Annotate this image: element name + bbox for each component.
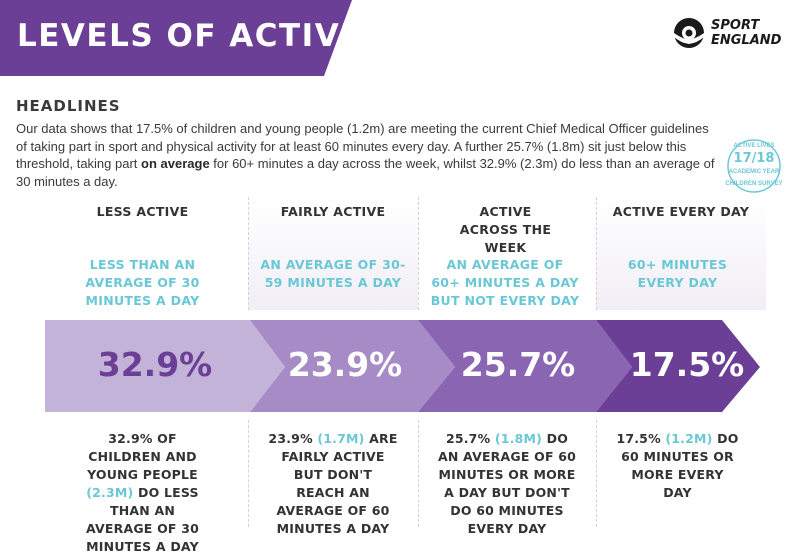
- intro-text-2: for 60+ minutes a day across the week, w…: [16, 156, 715, 189]
- badge-bottom-text: CHILDREN SURVEY: [725, 181, 783, 187]
- percent-fairly-active: 23.9%: [287, 345, 403, 384]
- level-detail-3: 25.7% (1.8M) DO AN AVERAGE OF 60 MINUTES…: [437, 430, 577, 538]
- level-heading-1: LESS ACTIVE: [96, 204, 189, 219]
- detail-4-text-b: DO 60 MINUTES OR MORE EVERY DAY: [621, 431, 739, 500]
- detail-4-highlight: (1.2M): [665, 431, 713, 446]
- divider-bottom-1: [248, 420, 249, 527]
- level-definition-3: AN AVERAGE OF 60+ MINUTES A DAY BUT NOT …: [430, 257, 580, 308]
- divider-2: [418, 197, 419, 310]
- detail-3-text-a: 25.7%: [445, 431, 495, 446]
- logo-line-1: SPORT: [711, 18, 760, 33]
- divider-bottom-2: [418, 420, 419, 527]
- arrow-segment-fairly-active: [250, 320, 455, 412]
- badge-academic-text: ACADEMIC YEAR: [728, 169, 780, 175]
- page-title: LEVELS OF ACTIVITY: [17, 18, 400, 54]
- level-heading-4: ACTIVE EVERY DAY: [612, 204, 750, 219]
- badge-ring-icon: [727, 139, 781, 193]
- detail-2-text-b: ARE FAIRLY ACTIVE BUT DON'T REACH AN AVE…: [276, 431, 398, 536]
- divider-1: [248, 197, 249, 310]
- title-banner: [0, 0, 352, 76]
- logo-wordmark: SPORT ENGLAND: [711, 18, 781, 48]
- level-detail-4: 17.5% (1.2M) DO 60 MINUTES OR MORE EVERY…: [615, 430, 740, 502]
- badge-year: 17/18: [733, 151, 775, 166]
- logo-line-2: ENGLAND: [711, 33, 782, 48]
- divider-3: [596, 197, 597, 310]
- level-detail-2: 23.9% (1.7M) ARE FAIRLY ACTIVE BUT DON'T…: [268, 430, 398, 538]
- level-definition-1: LESS THAN AN AVERAGE OF 30 MINUTES A DAY: [85, 257, 200, 308]
- headlines-heading: HEADLINES: [16, 97, 121, 115]
- detail-2-highlight: (1.7M): [317, 431, 365, 446]
- detail-3-text-b: DO AN AVERAGE OF 60 MINUTES OR MORE A DA…: [437, 431, 577, 536]
- arrow-segment-active-every-day: [596, 320, 760, 412]
- percent-less-active: 32.9%: [97, 345, 213, 384]
- detail-1-highlight: (2.3M): [86, 485, 134, 500]
- activity-arrow-band: [45, 320, 760, 412]
- percent-active-every-day: 17.5%: [629, 345, 745, 384]
- column-shade-2: [248, 197, 418, 310]
- column-shade-4: [596, 197, 766, 310]
- headlines-intro: Our data shows that 17.5% of children an…: [16, 120, 716, 190]
- level-heading-2: FAIRLY ACTIVE: [280, 204, 386, 219]
- active-lives-badge: ACTIVE LIVES 17/18 ACADEMIC YEAR CHILDRE…: [725, 137, 783, 195]
- intro-bold-text: on average: [141, 156, 210, 171]
- detail-2-text-a: 23.9%: [268, 431, 318, 446]
- arrow-segment-active-across-week: [418, 320, 632, 412]
- detail-4-text-a: 17.5%: [616, 431, 666, 446]
- level-heading-3: ACTIVE ACROSS THE WEEK: [459, 204, 552, 255]
- level-definition-4: 60+ MINUTES EVERY DAY: [627, 257, 728, 290]
- intro-text-1: Our data shows that 17.5% of children an…: [16, 121, 709, 171]
- arrow-segment-less-active: [45, 320, 285, 412]
- badge-top-text: ACTIVE LIVES: [733, 143, 775, 149]
- detail-1-text-a: 32.9% OF CHILDREN AND YOUNG PEOPLE: [87, 431, 198, 482]
- level-definition-2: AN AVERAGE OF 30-59 MINUTES A DAY: [260, 257, 406, 290]
- divider-bottom-3: [596, 420, 597, 527]
- level-detail-1: 32.9% OF CHILDREN AND YOUNG PEOPLE (2.3M…: [75, 430, 210, 556]
- sport-england-logo: SPORT ENGLAND: [671, 16, 789, 50]
- sport-england-logo-icon: [674, 18, 704, 48]
- detail-3-highlight: (1.8M): [494, 431, 543, 446]
- percent-active-across-week: 25.7%: [460, 345, 576, 384]
